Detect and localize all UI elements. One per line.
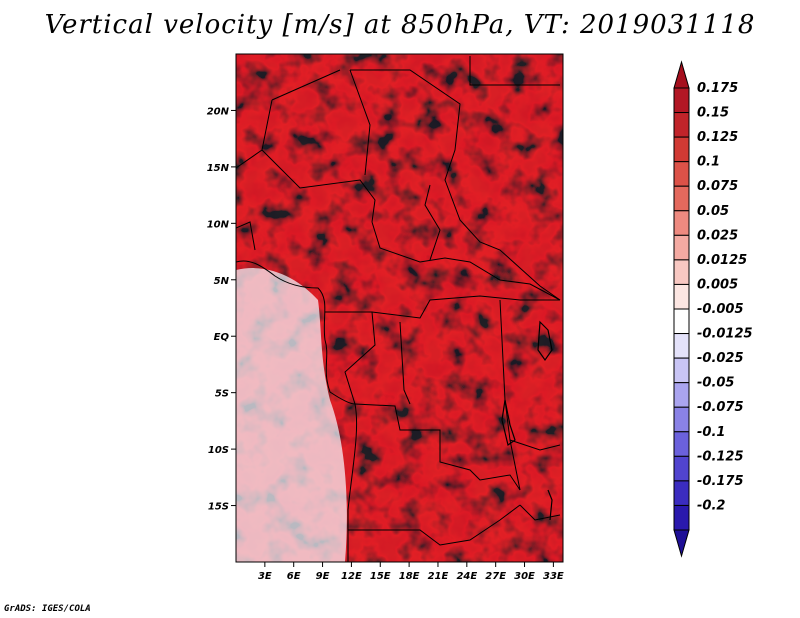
- colorbar-segment: [673, 308, 690, 335]
- colorbar-segment: [673, 357, 690, 384]
- lon-tick-label: 3E: [258, 571, 272, 582]
- colorbar-label: 0.075: [697, 179, 738, 194]
- colorbar-label: 0.15: [697, 106, 729, 121]
- colorbar-segment: [673, 136, 690, 163]
- colorbar: 0.175 0.15 0.125 0.1 0.075 0.05 0.025 0.0125 0.0…: [673, 60, 753, 558]
- lat-tick-label: 10S: [208, 445, 229, 456]
- colorbar-label: -0.175: [697, 474, 744, 489]
- boundary-congo-drc: [399, 321, 411, 405]
- boundary-west-africa: [236, 221, 256, 251]
- plot-frame: [235, 53, 564, 563]
- colorbar-label: 0.05: [697, 204, 729, 219]
- lon-tick-label: 27E: [485, 571, 506, 582]
- boundary-gabon: [325, 311, 376, 405]
- boundary-niger-chad: [349, 69, 371, 176]
- colorbar-segment: [673, 161, 690, 187]
- colorbar-segment: [673, 382, 690, 408]
- lake-victoria: [537, 320, 553, 362]
- lon-tick-label: 9E: [316, 571, 330, 582]
- colorbar-segment: [673, 333, 690, 359]
- lakes: [501, 320, 553, 521]
- colorbar-segment: [673, 455, 690, 482]
- colorbar-label: -0.1: [697, 425, 725, 440]
- colorbar-label: -0.075: [697, 400, 744, 415]
- latitude-axis: 20N 15N 10N 5N EQ 5S 10S 15S: [207, 106, 236, 513]
- boundary-egypt-sudan: [469, 56, 560, 86]
- lat-tick-label: 10N: [207, 219, 230, 230]
- colorbar-segment: [673, 406, 690, 433]
- colorbar-label: -0.05: [697, 376, 734, 391]
- boundary-car-north: [371, 221, 561, 301]
- boundary-zambia-south: [519, 504, 561, 521]
- ocean-smoothing: [236, 268, 347, 562]
- colorbar-label: -0.2: [697, 498, 725, 513]
- map-title: Vertical velocity [m/s] at 850hPa, VT: 2…: [44, 10, 756, 40]
- boundary-drc-east: [499, 299, 521, 491]
- lat-tick-label: 15N: [207, 163, 230, 174]
- colorbar-label: -0.125: [697, 449, 744, 464]
- colorbar-segment: [673, 259, 690, 285]
- grads-credit: GrADS: IGES/COLA: [4, 604, 91, 614]
- colorbar-top-arrow: [673, 60, 690, 89]
- boundary-namibia: [348, 504, 521, 546]
- lon-tick-label: 33E: [543, 571, 564, 582]
- colorbar-segment: [673, 234, 690, 261]
- lake-tanganyika: [501, 399, 516, 447]
- colorbar-segment: [673, 504, 690, 531]
- boundary-algeria-niger: [271, 69, 341, 101]
- political-boundaries: [236, 56, 561, 562]
- colorbar-segment: [673, 431, 690, 457]
- colorbar-label: 0.175: [697, 81, 738, 96]
- lat-tick-label: EQ: [214, 332, 230, 343]
- boundary-drc-angola: [354, 403, 521, 491]
- lon-tick-label: 6E: [287, 571, 301, 582]
- colorbar-label: 0.005: [697, 277, 738, 292]
- lat-tick-label: 20N: [207, 106, 230, 117]
- lon-tick-label: 30E: [514, 571, 535, 582]
- colorbar-label: 0.125: [697, 130, 738, 145]
- lat-tick-label: 5S: [215, 389, 229, 400]
- colorbar-segment: [673, 480, 690, 506]
- colorbar-segment: [673, 87, 690, 114]
- lon-tick-label: 21E: [428, 571, 449, 582]
- boundary-congo-north: [371, 295, 560, 319]
- plot-area: [236, 54, 563, 562]
- lon-tick-label: 18E: [399, 571, 420, 582]
- boundary-cameroon: [424, 184, 441, 261]
- colorbar-segment: [673, 210, 690, 236]
- colorbar-label: -0.0125: [697, 327, 753, 342]
- colorbar-label: 0.025: [697, 228, 738, 243]
- colorbar-segment: [673, 112, 690, 138]
- colorbar-label: -0.005: [697, 302, 744, 317]
- colorbar-label: -0.025: [697, 351, 744, 366]
- lat-tick-label: 15S: [208, 502, 229, 513]
- lat-tick-label: 5N: [214, 276, 230, 287]
- colorbar-segment: [673, 283, 690, 310]
- boundary-tanzania: [509, 439, 561, 451]
- boundary-chad-sudan: [350, 69, 561, 301]
- boundary-niger-nigeria: [261, 149, 376, 223]
- colorbar-label: 0.0125: [697, 253, 747, 268]
- coastline: [236, 260, 358, 562]
- lake-malawi: [547, 489, 553, 521]
- lon-tick-label: 24E: [456, 571, 477, 582]
- lon-tick-label: 12E: [341, 571, 362, 582]
- colorbar-segment: [673, 185, 690, 212]
- colorbar-bottom-arrow: [673, 529, 690, 558]
- lon-tick-label: 15E: [370, 571, 391, 582]
- longitude-axis: 3E 6E 9E 12E 15E 18E 21E 24E 27E 30E 33E: [258, 562, 564, 582]
- colorbar-label: 0.1: [697, 155, 720, 170]
